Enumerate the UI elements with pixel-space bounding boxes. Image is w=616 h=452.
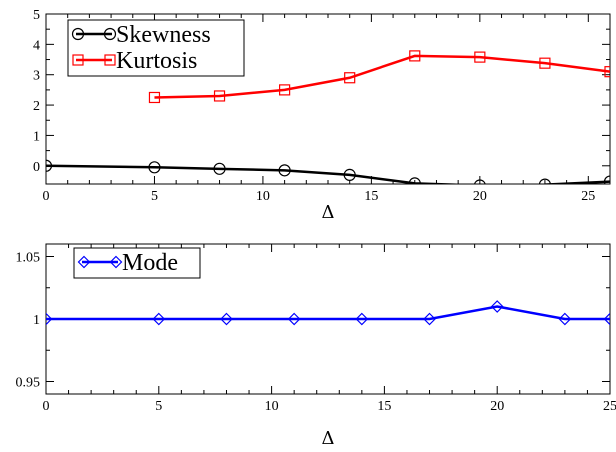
data-point-mode [220, 312, 233, 326]
legend-label-mode: Mode [122, 250, 178, 276]
legend-marker-skewness [71, 27, 85, 41]
data-point-kurtosis [474, 51, 486, 63]
legend-label-kurtosis: Kurtosis [116, 48, 197, 74]
data-point-mode [423, 312, 436, 326]
data-point-mode [287, 312, 301, 326]
chart-panel-2: 0 5 10 15 20 25 0.95 1 1.05 Δ Mode [16, 243, 616, 449]
data-point-mode [490, 300, 504, 313]
y-tick-label: 1.05 [16, 251, 41, 266]
legend-marker-skewness [103, 27, 117, 41]
legend-marker-kurtosis [104, 54, 116, 66]
series-layer [46, 300, 610, 326]
x-tick-label: 5 [151, 189, 158, 204]
data-point-skewness [408, 177, 421, 184]
data-point-kurtosis [279, 84, 291, 96]
y-tick-label: 1 [33, 129, 40, 144]
legend: Mode [73, 247, 201, 279]
x-axis-label: Δ [322, 428, 335, 449]
y-tick-label: 2 [33, 99, 40, 114]
legend-marker-mode [109, 255, 123, 269]
data-point-skewness [343, 168, 356, 181]
data-point-skewness [538, 178, 551, 184]
y-tick-label: 4 [33, 38, 40, 53]
x-tick-label: 10 [265, 399, 279, 414]
y-tick-label: 3 [33, 69, 40, 84]
data-point-mode [603, 312, 610, 326]
y-tick-label: 1 [33, 313, 40, 328]
x-tick-label: 15 [377, 399, 391, 414]
data-point-skewness [148, 161, 161, 174]
x-tick-label: 5 [155, 399, 162, 414]
legend-marker-kurtosis [72, 54, 84, 66]
x-tick-label: 0 [43, 399, 50, 414]
series-line-mode [46, 305, 610, 321]
x-tick-label: 0 [43, 189, 50, 204]
legend-label-skewness: Skewness [116, 22, 211, 48]
legend-box [67, 19, 245, 77]
series-line-skewness [46, 164, 610, 184]
x-axis-label: Δ [322, 202, 335, 223]
data-point-kurtosis [539, 57, 551, 69]
x-tick-label: 20 [490, 399, 504, 414]
y-tick-label: 0.95 [16, 376, 41, 391]
x-tick-label: 25 [603, 399, 616, 414]
data-point-mode [152, 312, 166, 326]
legend-marker-mode [77, 255, 91, 269]
data-point-skewness [46, 159, 53, 172]
data-point-kurtosis [604, 66, 610, 78]
data-point-mode [355, 312, 369, 326]
data-point-kurtosis [344, 72, 356, 84]
data-point-skewness [473, 179, 486, 184]
data-point-mode [46, 312, 53, 326]
x-tick-label: 25 [581, 189, 595, 204]
data-point-skewness [213, 162, 226, 175]
data-point-kurtosis [213, 90, 226, 102]
data-point-mode [558, 312, 572, 326]
y-tick-label: 5 [33, 8, 40, 23]
series-layer [46, 50, 610, 184]
x-tick-label: 20 [473, 189, 487, 204]
x-tick-label: 15 [364, 189, 378, 204]
data-point-kurtosis [409, 50, 421, 62]
data-point-skewness [278, 164, 291, 177]
series-line-kurtosis [154, 54, 610, 99]
data-point-skewness [603, 175, 610, 184]
y-tick-label: 0 [33, 160, 40, 175]
x-tick-label: 10 [256, 189, 270, 204]
data-point-kurtosis [148, 91, 161, 104]
